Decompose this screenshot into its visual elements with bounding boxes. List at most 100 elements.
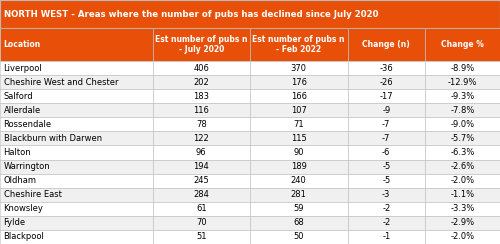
Bar xyxy=(348,174,425,188)
Text: 90: 90 xyxy=(294,148,304,157)
Text: Change %: Change % xyxy=(441,40,484,49)
Text: Oldham: Oldham xyxy=(4,176,36,185)
Text: 370: 370 xyxy=(291,63,307,72)
Bar xyxy=(250,174,348,188)
Bar xyxy=(425,145,500,160)
Text: -3: -3 xyxy=(382,190,390,199)
Text: Cheshire West and Chester: Cheshire West and Chester xyxy=(4,78,118,87)
Text: -9: -9 xyxy=(382,106,390,115)
Text: 107: 107 xyxy=(291,106,306,115)
Bar xyxy=(0,216,152,230)
Text: Blackburn with Darwen: Blackburn with Darwen xyxy=(4,134,102,143)
Text: -9.0%: -9.0% xyxy=(450,120,474,129)
Bar xyxy=(0,160,152,174)
Bar xyxy=(0,75,152,89)
Text: Fylde: Fylde xyxy=(4,218,26,227)
Text: -9.3%: -9.3% xyxy=(450,92,474,101)
Text: 68: 68 xyxy=(294,218,304,227)
Text: -7.8%: -7.8% xyxy=(450,106,474,115)
Bar xyxy=(0,202,152,216)
Text: -5: -5 xyxy=(382,162,390,171)
Text: NORTH WEST - Areas where the number of pubs has declined since July 2020: NORTH WEST - Areas where the number of p… xyxy=(4,10,378,19)
Text: -1.1%: -1.1% xyxy=(450,190,474,199)
Bar xyxy=(250,230,348,244)
Bar xyxy=(152,103,250,117)
Text: 281: 281 xyxy=(291,190,306,199)
Text: 284: 284 xyxy=(194,190,209,199)
Text: 183: 183 xyxy=(193,92,209,101)
Bar xyxy=(348,230,425,244)
Bar xyxy=(348,145,425,160)
Text: 51: 51 xyxy=(196,233,206,242)
Bar xyxy=(250,28,348,61)
Text: 176: 176 xyxy=(291,78,307,87)
Bar xyxy=(152,117,250,131)
Bar xyxy=(0,89,152,103)
Bar xyxy=(152,89,250,103)
Text: 115: 115 xyxy=(291,134,306,143)
Text: Knowsley: Knowsley xyxy=(4,204,43,213)
Text: Est number of pubs n
- July 2020: Est number of pubs n - July 2020 xyxy=(155,35,248,54)
Text: Salford: Salford xyxy=(4,92,33,101)
Bar xyxy=(348,61,425,75)
Bar xyxy=(348,216,425,230)
Text: -5: -5 xyxy=(382,176,390,185)
Text: -2: -2 xyxy=(382,218,390,227)
Bar xyxy=(0,145,152,160)
Text: 116: 116 xyxy=(194,106,209,115)
Text: -7: -7 xyxy=(382,120,390,129)
Bar xyxy=(152,145,250,160)
Bar xyxy=(0,117,152,131)
Bar xyxy=(425,202,500,216)
Text: Rossendale: Rossendale xyxy=(4,120,51,129)
Text: 70: 70 xyxy=(196,218,206,227)
Bar xyxy=(425,188,500,202)
Bar xyxy=(425,174,500,188)
Bar xyxy=(0,230,152,244)
Bar xyxy=(425,61,500,75)
Text: Blackpool: Blackpool xyxy=(4,233,44,242)
Text: -3.3%: -3.3% xyxy=(450,204,474,213)
Text: -2.9%: -2.9% xyxy=(450,218,474,227)
Text: 59: 59 xyxy=(294,204,304,213)
Bar xyxy=(250,61,348,75)
Bar xyxy=(250,145,348,160)
Bar xyxy=(152,75,250,89)
Text: 122: 122 xyxy=(194,134,209,143)
Bar xyxy=(348,131,425,145)
Bar xyxy=(425,103,500,117)
Text: 61: 61 xyxy=(196,204,206,213)
Bar xyxy=(250,131,348,145)
Text: -36: -36 xyxy=(380,63,393,72)
Bar xyxy=(425,131,500,145)
Bar xyxy=(0,131,152,145)
Text: 71: 71 xyxy=(294,120,304,129)
Bar xyxy=(425,216,500,230)
Text: Warrington: Warrington xyxy=(4,162,50,171)
Text: -2.0%: -2.0% xyxy=(450,233,474,242)
Bar xyxy=(250,216,348,230)
Text: -6.3%: -6.3% xyxy=(450,148,474,157)
Bar xyxy=(425,117,500,131)
Text: 78: 78 xyxy=(196,120,206,129)
Text: 189: 189 xyxy=(291,162,306,171)
Text: Est number of pubs n
- Feb 2022: Est number of pubs n - Feb 2022 xyxy=(252,35,345,54)
Text: 240: 240 xyxy=(291,176,306,185)
Text: 96: 96 xyxy=(196,148,206,157)
Bar xyxy=(348,117,425,131)
Text: -26: -26 xyxy=(380,78,393,87)
Text: -2.6%: -2.6% xyxy=(450,162,474,171)
Bar xyxy=(152,216,250,230)
Bar xyxy=(348,188,425,202)
Bar xyxy=(0,188,152,202)
Text: 202: 202 xyxy=(194,78,209,87)
Bar xyxy=(250,75,348,89)
Bar xyxy=(250,89,348,103)
Bar xyxy=(348,103,425,117)
Text: -17: -17 xyxy=(380,92,393,101)
Text: -1: -1 xyxy=(382,233,390,242)
Bar xyxy=(152,160,250,174)
Text: -5.7%: -5.7% xyxy=(450,134,474,143)
Text: -12.9%: -12.9% xyxy=(448,78,477,87)
Bar xyxy=(152,28,250,61)
